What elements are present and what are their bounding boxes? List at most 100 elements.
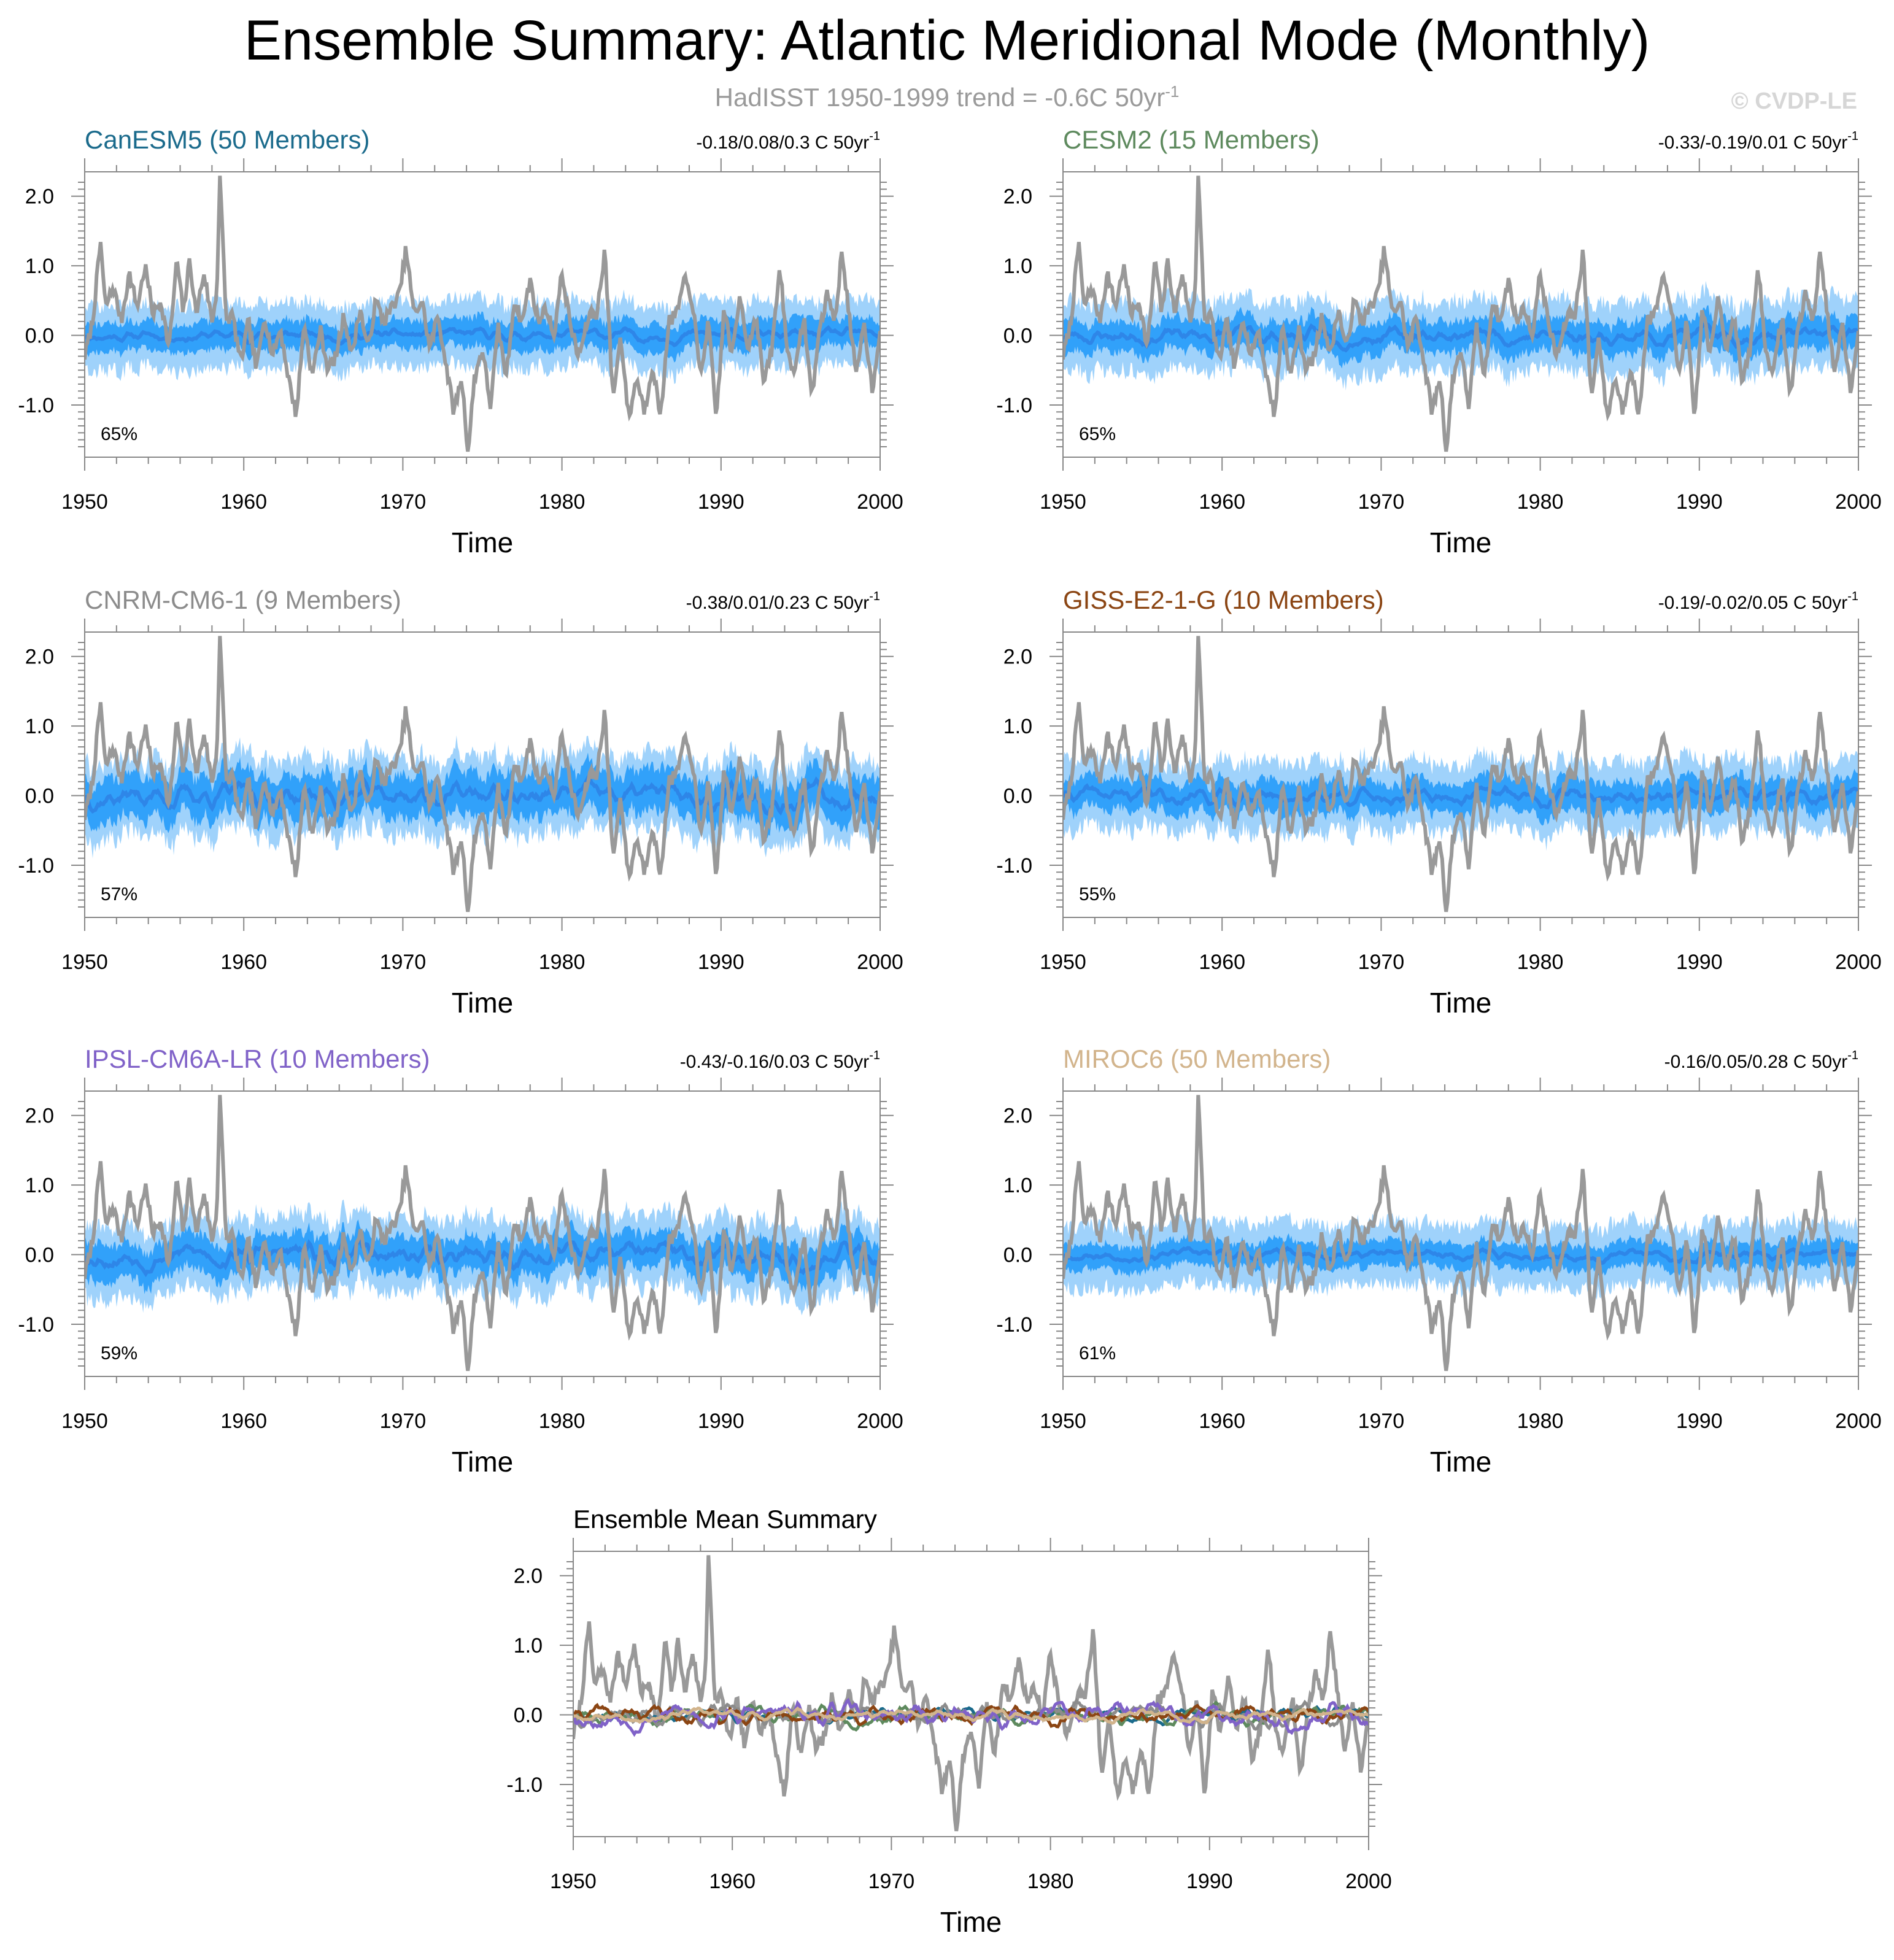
- mean-line-miroc6: [573, 1706, 1369, 1725]
- observed-line: [1063, 636, 1858, 912]
- y-tick-label: 2.0: [1003, 1105, 1032, 1128]
- axis-ticks: [1049, 619, 1872, 931]
- trend-sup: -1: [1847, 1049, 1858, 1062]
- x-tick-label: 1980: [1517, 951, 1564, 974]
- chart-panel-1: CESM2 (15 Members) -0.33/-0.19/0.01 C 50y…: [996, 125, 1881, 558]
- y-tick-label: 0.0: [1003, 325, 1032, 348]
- chart-panel-0: CanESM5 (50 Members) -0.18/0.08/0.3 C 50y…: [18, 125, 903, 558]
- x-axis-label: Time: [1430, 1446, 1492, 1478]
- x-tick-label: 1970: [380, 490, 427, 514]
- axis-ticks: [1049, 158, 1872, 471]
- plot-frame: [573, 1551, 1369, 1837]
- x-tick-label: 1980: [539, 951, 586, 974]
- y-tick-label: -1.0: [506, 1773, 543, 1797]
- trend-text: -0.19/-0.02/0.05 C 50yr-1: [1658, 590, 1858, 613]
- plot-area: [85, 176, 880, 452]
- y-tick-label: 0.0: [25, 1244, 54, 1267]
- x-tick-label: 1970: [1358, 951, 1405, 974]
- trend-sup: -1: [869, 590, 880, 603]
- x-tick-label: 1960: [1199, 490, 1245, 514]
- x-tick-label: 2000: [1345, 1870, 1392, 1893]
- x-axis-label: Time: [452, 1446, 514, 1478]
- mean-line-ipsl-cm6a-lr: [573, 1697, 1369, 1737]
- x-tick-label: 1970: [868, 1870, 915, 1893]
- x-tick-label: 1950: [1040, 490, 1086, 514]
- subtitle: HadISST 1950-1999 trend = -0.6C 50yr-1: [0, 82, 1894, 112]
- y-tick-label: 1.0: [1003, 715, 1032, 738]
- trend-sup: -1: [1847, 129, 1858, 143]
- y-tick-label: 0.0: [514, 1704, 543, 1727]
- panel-title: IPSL-CM6A-LR (10 Members): [85, 1044, 430, 1073]
- x-tick-label: 1960: [1199, 1410, 1245, 1433]
- x-tick-label: 1950: [1040, 951, 1086, 974]
- mean-line-giss-e2-1-g: [573, 1702, 1369, 1729]
- band-inner: [85, 311, 880, 363]
- panel-title: GISS-E2-1-G (10 Members): [1063, 585, 1384, 614]
- x-tick-label: 1950: [550, 1870, 597, 1893]
- panel-title: CNRM-CM6-1 (9 Members): [85, 585, 401, 614]
- x-tick-label: 1960: [1199, 951, 1245, 974]
- page-title: Ensemble Summary: Atlantic Meridional Mo…: [244, 9, 1650, 72]
- observed-line: [85, 1095, 880, 1372]
- y-tick-label: 1.0: [514, 1634, 543, 1657]
- trend-text: -0.18/0.08/0.3 C 50yr-1: [696, 129, 880, 153]
- axis-ticks: [71, 619, 894, 931]
- pattern-correlation-pct: 55%: [1079, 884, 1116, 905]
- x-tick-label: 1950: [1040, 1410, 1086, 1433]
- plot-area: [1063, 1095, 1858, 1372]
- y-tick-label: 0.0: [25, 325, 54, 348]
- chart-panel-2: CNRM-CM6-1 (9 Members) -0.38/0.01/0.23 C …: [18, 585, 903, 1019]
- y-tick-label: 1.0: [25, 715, 54, 738]
- y-tick-label: 0.0: [25, 785, 54, 808]
- x-tick-label: 1950: [61, 1410, 108, 1433]
- axis-ticks: [71, 158, 894, 471]
- observed-line: [1063, 1095, 1858, 1372]
- x-tick-label: 2000: [1835, 490, 1882, 514]
- x-tick-label: 1990: [698, 1410, 744, 1433]
- x-tick-label: 1950: [61, 951, 108, 974]
- chart-panel-5: MIROC6 (50 Members) -0.16/0.05/0.28 C 50y…: [996, 1044, 1881, 1478]
- plot-area: [85, 636, 880, 912]
- observed-line: [573, 1555, 1369, 1832]
- x-tick-label: 2000: [857, 1410, 903, 1433]
- pattern-correlation-pct: 61%: [1079, 1343, 1116, 1364]
- pattern-correlation-pct: 65%: [1079, 424, 1116, 444]
- band-inner: [1063, 1232, 1858, 1278]
- panel-title: CESM2 (15 Members): [1063, 125, 1320, 154]
- subtitle-sup: -1: [1165, 82, 1180, 101]
- x-axis-label: Time: [940, 1906, 1002, 1938]
- y-tick-label: -1.0: [996, 854, 1032, 878]
- ensemble-mean-line: [1063, 783, 1858, 809]
- x-tick-label: 1990: [1676, 1410, 1723, 1433]
- y-tick-label: -1.0: [18, 1313, 54, 1337]
- x-axis-label: Time: [452, 987, 514, 1019]
- y-tick-label: 0.0: [1003, 785, 1032, 808]
- y-tick-label: -1.0: [18, 854, 54, 878]
- x-tick-label: 1980: [539, 1410, 586, 1433]
- x-tick-label: 1960: [220, 951, 267, 974]
- pattern-correlation-pct: 57%: [101, 884, 137, 905]
- x-tick-label: 1950: [61, 490, 108, 514]
- panel-title: Ensemble Mean Summary: [573, 1505, 877, 1534]
- pattern-correlation-pct: 65%: [101, 424, 137, 444]
- axis-ticks: [560, 1538, 1382, 1850]
- trend-text: -0.33/-0.19/0.01 C 50yr-1: [1658, 129, 1858, 153]
- subtitle-main: HadISST 1950-1999 trend = -0.6C 50yr: [714, 83, 1165, 112]
- y-tick-label: 2.0: [25, 646, 54, 669]
- x-tick-label: 1970: [380, 951, 427, 974]
- x-tick-label: 1990: [698, 951, 744, 974]
- x-tick-label: 1980: [539, 490, 586, 514]
- x-tick-label: 1960: [220, 490, 267, 514]
- y-tick-label: -1.0: [996, 394, 1032, 417]
- axis-ticks: [1049, 1078, 1872, 1390]
- x-tick-label: 1960: [709, 1870, 756, 1893]
- chart-panel-6: Ensemble Mean Summary -1.0 0.0 1.0 2.0 1950 19…: [506, 1505, 1391, 1938]
- y-tick-label: 2.0: [25, 185, 54, 209]
- y-tick-label: -1.0: [18, 394, 54, 417]
- copyright-notice: © CVDP-LE: [1731, 88, 1857, 114]
- y-tick-label: 2.0: [514, 1565, 543, 1588]
- x-tick-label: 1980: [1517, 490, 1564, 514]
- panel-title: CanESM5 (50 Members): [85, 125, 369, 154]
- x-tick-label: 1990: [1186, 1870, 1233, 1893]
- y-tick-label: 2.0: [25, 1105, 54, 1128]
